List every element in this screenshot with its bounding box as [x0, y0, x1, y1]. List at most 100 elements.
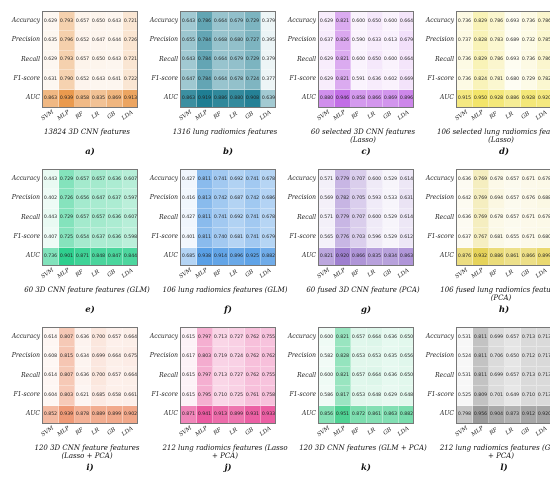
heatmap-cell: 0.811 — [473, 328, 489, 348]
heatmap-cell: 0.861 — [505, 247, 521, 265]
heatmap-cell: 0.786 — [197, 12, 213, 32]
heatmap-cell: 0.664 — [123, 366, 137, 387]
heatmap-cell: 0.654 — [75, 228, 91, 248]
heatmap-cell: 0.648 — [367, 386, 383, 406]
heatmap-cell: 0.795 — [197, 386, 213, 406]
heatmap-cell: 0.835 — [91, 89, 107, 107]
heatmap-cell: 0.680 — [229, 31, 245, 51]
heatmap-cell: 0.920 — [335, 247, 351, 265]
heatmap-cell: 0.612 — [399, 228, 413, 248]
heatmap-cell: 0.676 — [521, 189, 537, 209]
heatmap-cell: 0.614 — [399, 208, 413, 229]
heatmap-cell: 0.729 — [59, 208, 75, 229]
heatmap-panel-f: Accuracy Precision Recall F1-score AUC 0.427 0… — [140, 160, 288, 319]
heatmap-cell: 0.939 — [59, 89, 75, 107]
heatmap-cell: 0.636 — [383, 366, 399, 387]
row-label: AUC — [440, 94, 454, 102]
panel-letter: d) — [499, 147, 509, 157]
heatmap-cell: 0.680 — [537, 228, 550, 248]
heatmap-cell: 0.719 — [213, 347, 229, 367]
heatmap-cell: 0.629 — [383, 386, 399, 406]
heatmap-cell: 0.736 — [521, 50, 537, 71]
heatmap-cell: 0.871 — [181, 405, 197, 423]
heatmap-cell: 0.848 — [91, 247, 107, 265]
heatmap-cell: 0.602 — [383, 70, 399, 90]
heatmap-cell: 0.717 — [537, 347, 550, 367]
heatmap-cell: 0.776 — [335, 228, 351, 248]
heatmap-cell: 0.861 — [367, 405, 383, 423]
heatmap-cell: 0.529 — [383, 208, 399, 229]
heatmap-cell: 0.531 — [457, 328, 473, 348]
heatmap-cell: 0.621 — [75, 386, 91, 406]
heatmap-cell: 0.687 — [229, 189, 245, 209]
heatmap-cell: 0.636 — [107, 228, 123, 248]
heatmap-cell: 0.713 — [213, 366, 229, 387]
row-label: AUC — [164, 410, 178, 418]
heatmap-cell: 0.427 — [181, 170, 197, 190]
heatmap-cell: 0.882 — [399, 405, 413, 423]
heatmap-cell: 0.803 — [197, 347, 213, 367]
heatmap-cell: 0.844 — [123, 247, 137, 265]
heatmap-cell: 0.679 — [399, 31, 413, 51]
row-label: Recall — [435, 55, 454, 63]
row-label: F1-score — [427, 232, 454, 240]
heatmap-cell: 0.636 — [107, 208, 123, 229]
heatmap-cell: 0.600 — [351, 50, 367, 71]
heatmap-cell: 0.407 — [43, 228, 59, 248]
heatmap-cell: 0.815 — [59, 347, 75, 367]
heatmap-box: 0.615 0.797 0.713 0.727 0.762 0.755 0.617 0.803… — [180, 327, 276, 424]
heatmap-cell: 0.657 — [351, 366, 367, 387]
heatmap-panel-e: Accuracy Precision Recall F1-score AUC 0.443 0… — [2, 160, 150, 319]
heatmap-cell: 0.664 — [213, 50, 229, 71]
heatmap-cell: 0.590 — [351, 31, 367, 51]
heatmap-cell: 0.637 — [457, 228, 473, 248]
heatmap-cell: 0.742 — [245, 189, 261, 209]
heatmap-cell: 0.565 — [319, 228, 335, 248]
panel-letter: l) — [500, 463, 508, 473]
heatmap-cell: 0.727 — [229, 366, 245, 387]
heatmap-cell: 0.668 — [213, 31, 229, 51]
heatmap-cell: 0.600 — [319, 328, 335, 348]
heatmap-cell: 0.931 — [245, 405, 261, 423]
heatmap-cell: 0.713 — [537, 366, 550, 387]
heatmap-cell: 0.817 — [335, 386, 351, 406]
heatmap-cell: 0.899 — [107, 405, 123, 423]
row-label: Accuracy — [149, 16, 178, 24]
row-label: Precision — [425, 36, 454, 44]
heatmap-cell: 0.643 — [181, 50, 197, 71]
heatmap-cell: 0.633 — [367, 31, 383, 51]
heatmap-cell: 0.657 — [91, 208, 107, 229]
heatmap-cell: 0.863 — [399, 247, 413, 265]
heatmap-cell: 0.796 — [59, 31, 75, 51]
heatmap-cell: 0.685 — [181, 247, 197, 265]
heatmap-cell: 0.694 — [489, 189, 505, 209]
heatmap-cell: 0.614 — [399, 170, 413, 190]
heatmap-cell: 0.653 — [367, 347, 383, 367]
heatmap-cell: 0.797 — [197, 328, 213, 348]
heatmap-cell: 0.821 — [335, 12, 351, 32]
heatmap-cell: 0.657 — [351, 328, 367, 348]
heatmap-cell: 0.636 — [383, 328, 399, 348]
heatmap-cell: 0.652 — [75, 31, 91, 51]
row-label: F1-score — [427, 390, 454, 398]
heatmap-cell: 0.653 — [351, 347, 367, 367]
heatmap-cell: 0.650 — [367, 12, 383, 32]
heatmap-cell: 0.681 — [229, 228, 245, 248]
row-label: Recall — [159, 371, 178, 379]
panel-caption: 120 3D CNN features (GLM + PCA) — [299, 444, 427, 452]
heatmap-cell: 0.741 — [213, 170, 229, 190]
row-label: Recall — [297, 55, 316, 63]
panel-caption: 60 selected 3D CNN features (Lasso) — [310, 128, 416, 144]
heatmap-cell: 0.427 — [181, 208, 197, 229]
heatmap-cell: 0.908 — [245, 89, 261, 107]
heatmap-cell: 0.858 — [351, 89, 367, 107]
row-label: AUC — [440, 252, 454, 260]
heatmap-cell: 0.664 — [399, 12, 413, 32]
heatmap-cell: 0.769 — [473, 208, 489, 229]
heatmap-cell: 0.835 — [367, 247, 383, 265]
heatmap-cell: 0.821 — [335, 70, 351, 90]
heatmap-cell: 0.726 — [59, 189, 75, 209]
heatmap-box: 0.643 0.786 0.664 0.679 0.729 0.379 0.655 0.784… — [180, 11, 276, 108]
heatmap-cell: 0.693 — [505, 12, 521, 32]
heatmap-cell: 0.443 — [43, 208, 59, 229]
